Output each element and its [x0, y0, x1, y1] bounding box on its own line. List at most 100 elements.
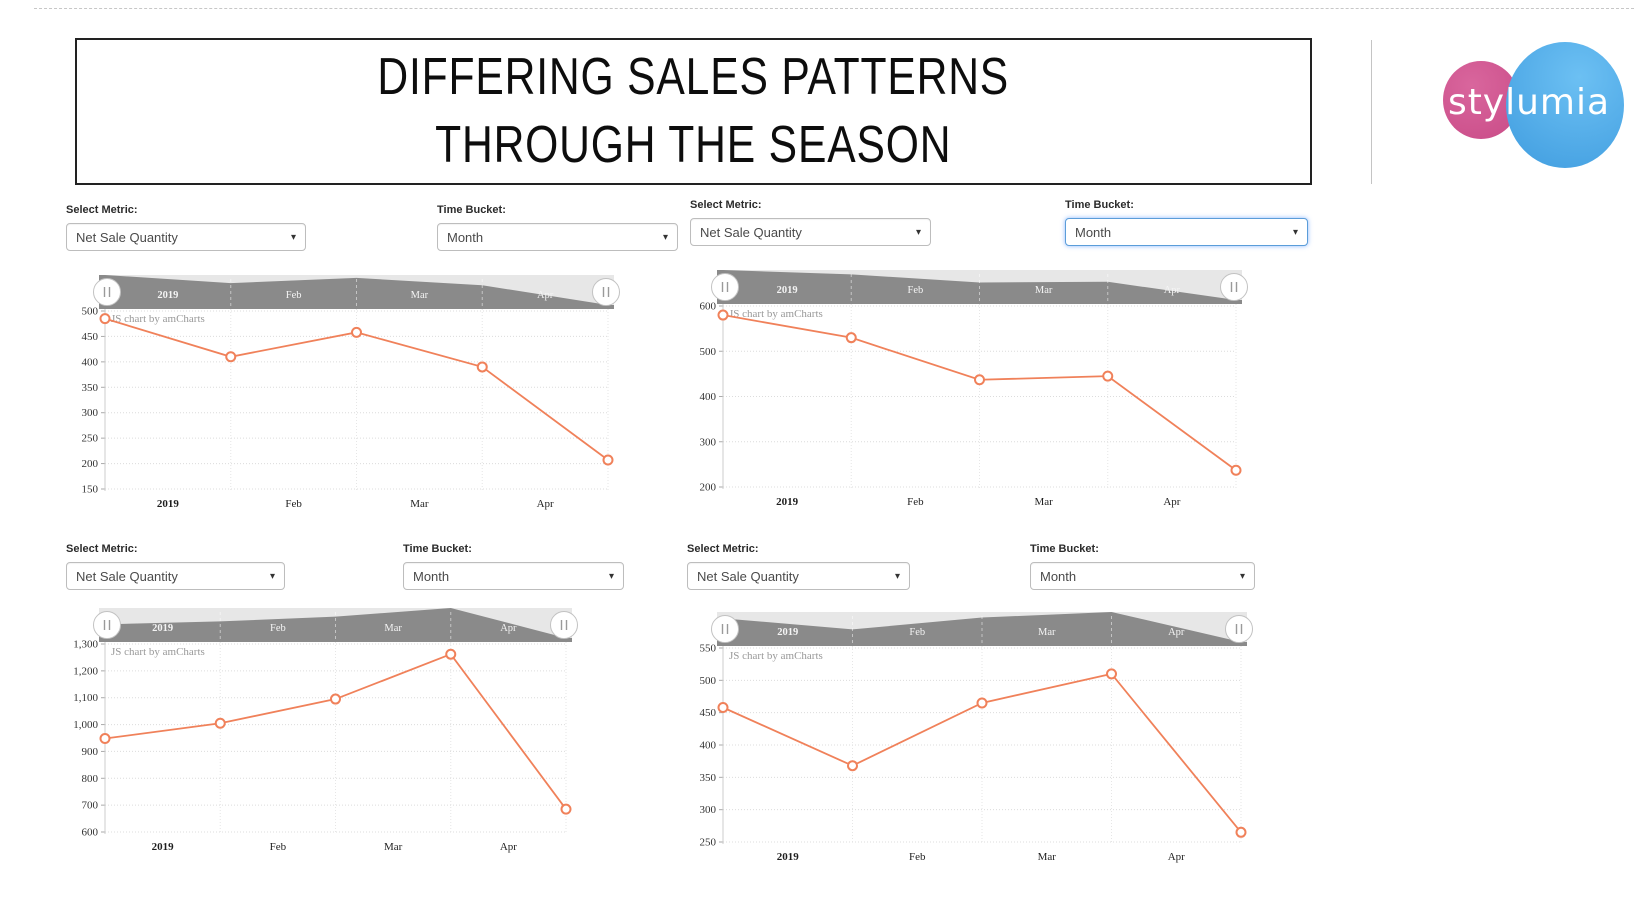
metric-select-value: Net Sale Quantity	[76, 568, 178, 584]
scrollbar-period-label: Mar	[1038, 627, 1056, 638]
time-bucket-label: Time Bucket:	[1065, 199, 1134, 211]
scrollbar-left-handle[interactable]	[711, 615, 739, 643]
x-axis-label: 2019	[157, 498, 180, 510]
time-bucket-label: Time Bucket:	[437, 204, 506, 216]
time-bucket-select[interactable]: Month ▾	[1065, 218, 1308, 246]
select-metric-label: Select Metric:	[690, 199, 762, 211]
y-axis-label: 200	[82, 458, 99, 470]
y-axis-label: 400	[82, 356, 99, 368]
scrollbar-right-handle[interactable]	[1220, 273, 1248, 301]
slide-edge-line	[34, 8, 1634, 9]
metric-select[interactable]: Net Sale Quantity ▾	[687, 562, 910, 590]
amcharts-credit[interactable]: JS chart by amCharts	[111, 646, 205, 658]
scrollbar-period-label: Mar	[1035, 285, 1053, 296]
metric-select[interactable]: Net Sale Quantity ▾	[66, 223, 306, 251]
y-axis-label: 600	[82, 827, 99, 839]
data-point[interactable]	[845, 332, 857, 344]
chart-panel-bottom-left: Select Metric: Net Sale Quantity ▾ Time …	[60, 541, 692, 876]
scrollbar-right-handle[interactable]	[1225, 615, 1253, 643]
dropdown-arrow-icon: ▾	[1292, 226, 1298, 238]
data-point[interactable]	[214, 717, 226, 729]
bucket-control: Time Bucket: Month ▾	[437, 204, 678, 251]
data-point[interactable]	[476, 361, 488, 373]
time-bucket-label: Time Bucket:	[403, 543, 472, 555]
scrollbar-left-handle[interactable]	[93, 278, 121, 306]
scrollbar-period-label: Feb	[909, 627, 925, 638]
x-axis-label: Feb	[270, 841, 287, 853]
data-point[interactable]	[1230, 464, 1242, 476]
x-axis-label: 2019	[776, 496, 799, 508]
data-point[interactable]	[225, 351, 237, 363]
y-axis-label: 200	[700, 482, 717, 494]
scrollbar-period-label: 2019	[157, 290, 178, 301]
select-metric-label: Select Metric:	[66, 543, 138, 555]
bucket-control: Time Bucket: Month ▾	[1030, 543, 1255, 590]
x-axis-label: Feb	[907, 496, 924, 508]
time-bucket-select[interactable]: Month ▾	[403, 562, 624, 590]
dropdown-arrow-icon: ▾	[608, 570, 614, 582]
time-bucket-select[interactable]: Month ▾	[437, 223, 678, 251]
line-chart: 2019 Feb Mar Apr 1,300 1,200 1,100 1,000 900 800 7…	[73, 608, 578, 853]
metric-select[interactable]: Net Sale Quantity ▾	[66, 562, 285, 590]
metric-select[interactable]: Net Sale Quantity ▾	[690, 218, 931, 246]
line-chart: 2019 Feb Mar Apr 550 500 450 400 350 300 250 2019 Fe…	[700, 612, 1253, 863]
y-axis-label: 800	[82, 773, 99, 785]
x-axis-label: Apr	[537, 498, 554, 510]
y-axis-label: 1,100	[73, 692, 98, 704]
amcharts-credit[interactable]: JS chart by amCharts	[729, 308, 823, 320]
y-axis-label: 450	[82, 331, 99, 343]
dropdown-arrow-icon: ▾	[915, 226, 921, 238]
y-axis-label: 1,200	[73, 665, 98, 677]
metric-control: Select Metric: Net Sale Quantity ▾	[66, 543, 285, 590]
data-point[interactable]	[351, 326, 362, 338]
time-bucket-label: Time Bucket:	[1030, 543, 1099, 555]
scrollbar-period-label: 2019	[152, 623, 173, 634]
y-axis-label: 300	[700, 804, 717, 816]
bucket-control: Time Bucket: Month ▾	[403, 543, 624, 590]
data-point[interactable]	[99, 313, 111, 325]
bucket-control: Time Bucket: Month ▾	[1065, 199, 1308, 246]
scrollbar-right-handle[interactable]	[592, 278, 620, 306]
dropdown-arrow-icon: ▾	[290, 231, 296, 243]
data-point[interactable]	[330, 693, 341, 705]
dropdown-arrow-icon: ▾	[662, 231, 668, 243]
scrollbar-period-label: Feb	[908, 285, 924, 296]
x-axis-label: 2019	[152, 841, 175, 853]
y-axis-label: 600	[700, 301, 717, 313]
scrollbar-period-label: Feb	[270, 623, 286, 634]
data-point[interactable]	[560, 803, 572, 815]
time-bucket-select[interactable]: Month ▾	[1030, 562, 1255, 590]
data-point[interactable]	[445, 648, 457, 660]
y-axis-label: 250	[700, 837, 717, 849]
data-point[interactable]	[976, 697, 988, 709]
scrollbar-right-handle[interactable]	[550, 611, 578, 639]
data-point[interactable]	[1235, 826, 1247, 838]
x-axis-label: Apr	[1168, 851, 1185, 863]
data-point[interactable]	[99, 733, 111, 745]
data-point[interactable]	[1102, 370, 1114, 382]
data-point[interactable]	[1106, 668, 1117, 680]
metric-control: Select Metric: Net Sale Quantity ▾	[687, 543, 910, 590]
y-axis-label: 500	[82, 306, 99, 318]
metric-control: Select Metric: Net Sale Quantity ▾	[690, 199, 931, 246]
y-axis-label: 300	[700, 436, 717, 448]
title-box: DIFFERING SALES PATTERNS THROUGH THE SEA…	[75, 38, 1312, 185]
scrollbar-period-label: Apr	[537, 290, 554, 301]
frame-line-vertical	[1371, 40, 1372, 184]
x-axis-label: 2019	[777, 851, 800, 863]
data-point[interactable]	[602, 454, 614, 466]
bucket-select-value: Month	[1075, 224, 1112, 240]
scrollbar-period-label: 2019	[777, 627, 798, 638]
data-point[interactable]	[974, 374, 985, 386]
scrollbar-left-handle[interactable]	[93, 611, 121, 639]
scrollbar-period-label: 2019	[777, 285, 798, 296]
amcharts-credit[interactable]: JS chart by amCharts	[729, 650, 823, 662]
y-axis-label: 350	[82, 382, 99, 394]
y-axis-label: 1,300	[73, 639, 98, 651]
data-point[interactable]	[717, 309, 729, 321]
scrollbar-left-handle[interactable]	[711, 273, 739, 301]
data-point[interactable]	[847, 760, 858, 772]
amcharts-credit[interactable]: JS chart by amCharts	[111, 313, 205, 325]
data-point[interactable]	[717, 701, 729, 713]
bucket-select-value: Month	[413, 568, 450, 584]
